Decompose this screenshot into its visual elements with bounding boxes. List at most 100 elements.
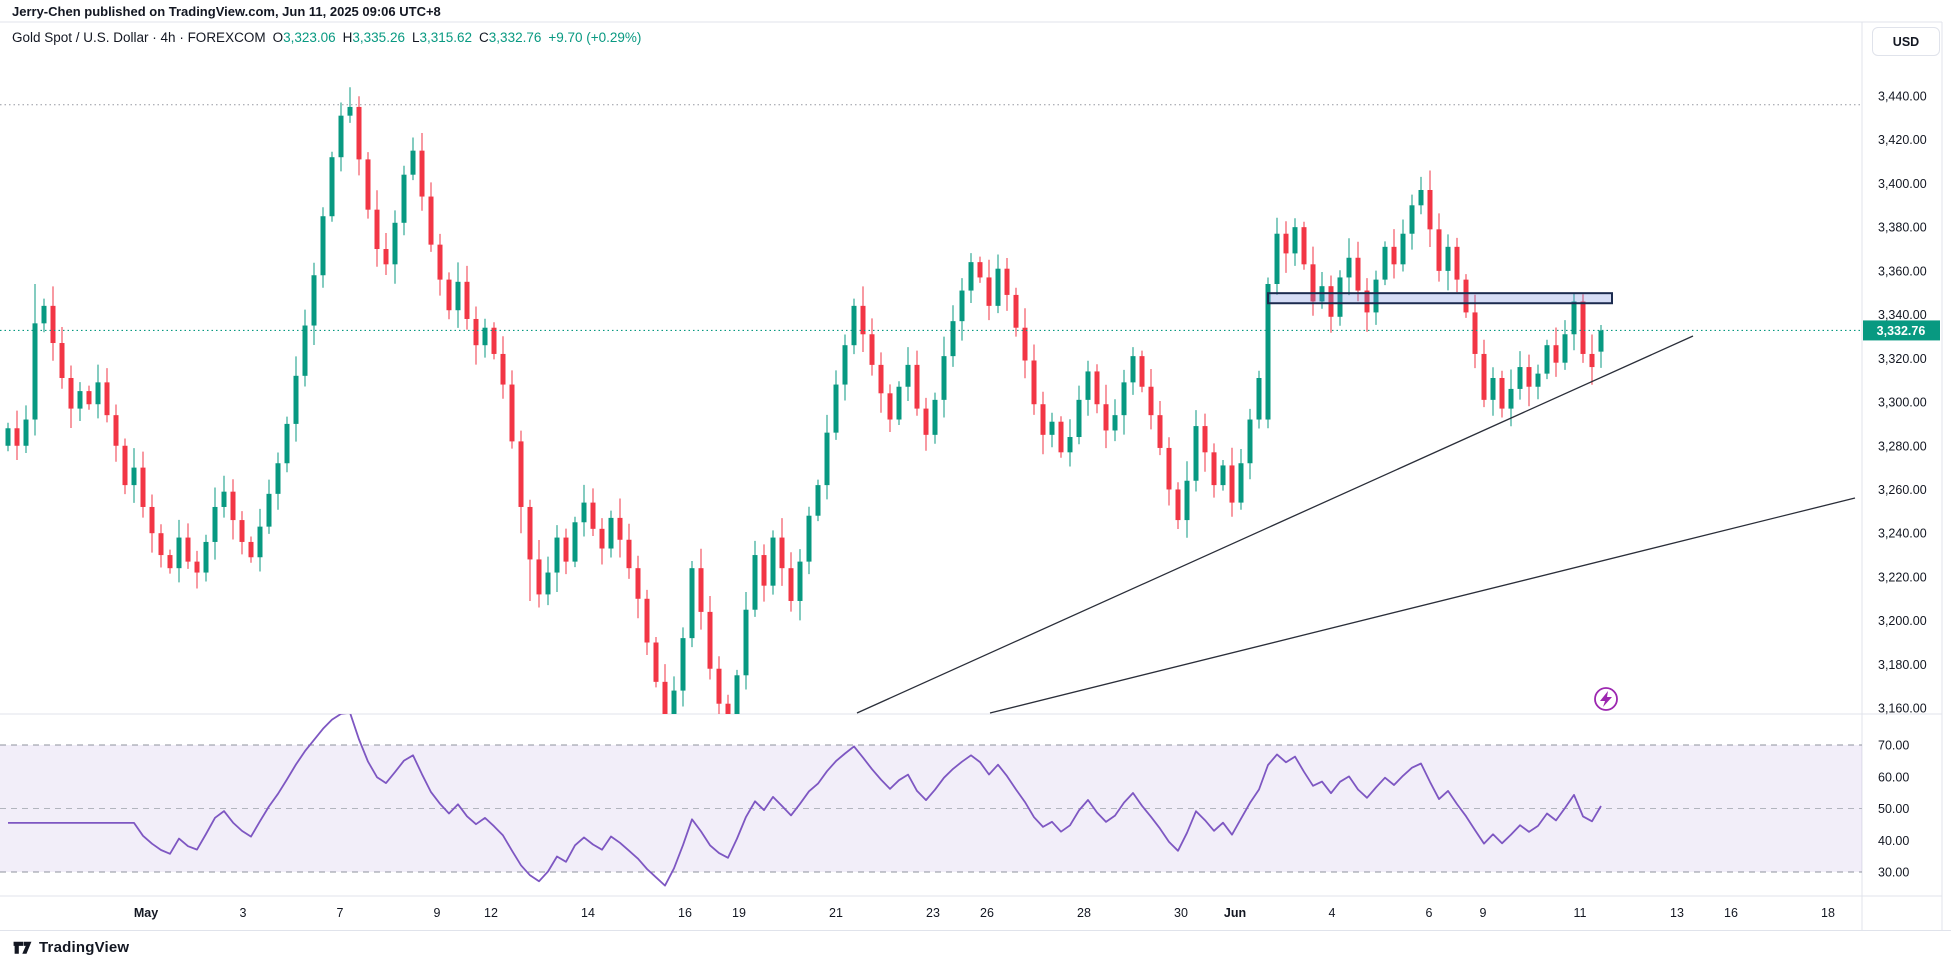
- candle: [1544, 339, 1550, 380]
- candle: [77, 382, 83, 422]
- price-tick-label: 3,300.00: [1878, 396, 1927, 410]
- currency-toggle-button[interactable]: USD: [1872, 27, 1940, 56]
- candle: [644, 589, 650, 655]
- candle: [536, 539, 542, 608]
- candle: [1409, 194, 1415, 250]
- candle: [194, 550, 200, 589]
- candle: [212, 487, 218, 560]
- candle: [518, 430, 524, 534]
- candle: [1157, 400, 1163, 456]
- candle: [563, 528, 569, 575]
- candle: [86, 385, 92, 410]
- candle: [176, 519, 182, 583]
- candle: [707, 595, 713, 680]
- time-tick-label: 14: [581, 906, 595, 920]
- time-tick-label: 23: [926, 906, 940, 920]
- price-tick-label: 3,400.00: [1878, 177, 1927, 191]
- candle: [662, 664, 668, 714]
- candle: [113, 404, 119, 462]
- time-axis[interactable]: May 3 7 9 12 14 16 19 21 23 26 28 30 Jun 4 6 9 11 13 16 18: [134, 906, 1835, 920]
- rsi-axis[interactable]: 70.00 60.00 50.00 40.00 30.00: [1878, 739, 1909, 880]
- candle: [1202, 413, 1208, 472]
- candle: [1355, 241, 1361, 302]
- time-tick-label: 30: [1174, 906, 1188, 920]
- tradingview-brand[interactable]: TradingView: [12, 937, 129, 958]
- candle: [842, 334, 848, 401]
- candle: [59, 327, 65, 389]
- candle: [896, 381, 902, 425]
- lightning-marker-icon[interactable]: [1594, 687, 1618, 711]
- candle: [1004, 257, 1010, 311]
- brand-text: TradingView: [39, 939, 130, 956]
- candle: [221, 475, 227, 518]
- candle: [14, 410, 20, 460]
- candle: [158, 524, 164, 568]
- time-tick-label: 21: [829, 906, 843, 920]
- main-price-pane[interactable]: [0, 87, 1862, 791]
- candle: [1085, 360, 1091, 416]
- candle: [1481, 339, 1487, 408]
- candle: [626, 523, 632, 579]
- symbol-legend[interactable]: Gold Spot / U.S. Dollar · 4h · FOREXCOM …: [12, 30, 641, 45]
- candle: [248, 536, 254, 563]
- candle: [995, 254, 1001, 314]
- candle: [428, 182, 434, 252]
- ohlc-low: L3,315.62: [411, 30, 473, 45]
- trendline-2[interactable]: [989, 497, 1856, 714]
- candle: [1130, 347, 1136, 395]
- candle: [185, 523, 191, 569]
- candle: [941, 336, 947, 418]
- price-tick-label: 3,280.00: [1878, 439, 1927, 453]
- candle: [572, 516, 578, 568]
- candle: [50, 286, 56, 361]
- time-tick-label: 6: [1426, 906, 1433, 920]
- rsi-tick-label: 40.00: [1878, 834, 1909, 848]
- candle: [1094, 364, 1100, 414]
- candle: [806, 506, 812, 575]
- current-price-badge: 3,332.76: [1863, 320, 1940, 341]
- candle: [302, 309, 308, 387]
- candle: [500, 336, 506, 399]
- candle: [104, 368, 110, 423]
- candle: [959, 278, 965, 341]
- rsi-tick-label: 70.00: [1878, 739, 1909, 753]
- candle: [1391, 229, 1397, 279]
- candle: [1238, 449, 1244, 510]
- candle: [122, 438, 128, 495]
- candle: [1283, 221, 1289, 273]
- candle: [1526, 354, 1532, 407]
- candle: [680, 627, 686, 707]
- price-axis[interactable]: 3,440.00 3,420.00 3,400.00 3,380.00 3,360.00…: [1863, 90, 1940, 716]
- candle: [1382, 241, 1388, 286]
- price-tick-label: 3,160.00: [1878, 702, 1927, 716]
- candle: [392, 210, 398, 284]
- candle: [824, 414, 830, 500]
- candle: [1076, 385, 1082, 445]
- candle: [1211, 443, 1217, 498]
- candle: [761, 544, 767, 602]
- candle: [203, 534, 209, 582]
- candle: [491, 322, 497, 360]
- candle: [1040, 391, 1046, 455]
- symbol-title: Gold Spot / U.S. Dollar · 4h · FOREXCOM: [12, 30, 266, 45]
- candle: [1400, 219, 1406, 272]
- candle: [1517, 351, 1523, 400]
- candle: [41, 298, 47, 333]
- candle: [23, 405, 29, 453]
- candle: [5, 422, 11, 452]
- resistance-zone-box[interactable]: [1267, 292, 1613, 305]
- candle: [653, 637, 659, 688]
- candle: [230, 479, 236, 540]
- candle: [365, 152, 371, 219]
- candle: [617, 498, 623, 558]
- price-tick-label: 3,220.00: [1878, 570, 1927, 584]
- time-tick-label: 28: [1077, 906, 1091, 920]
- candle: [878, 352, 884, 413]
- attribution-text: Jerry-Chen published on TradingView.com,…: [12, 4, 441, 19]
- candle: [1049, 412, 1055, 448]
- rsi-tick-label: 50.00: [1878, 802, 1909, 816]
- rsi-pane[interactable]: [0, 713, 1862, 887]
- candle: [788, 552, 794, 612]
- trendline-1[interactable]: [856, 335, 1694, 714]
